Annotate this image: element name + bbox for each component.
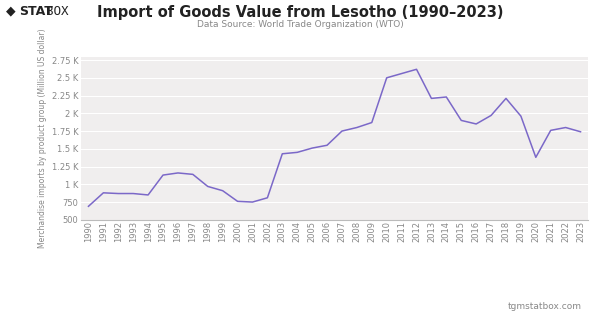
- Text: STAT: STAT: [19, 5, 53, 18]
- Y-axis label: Merchandise imports by product group (Million US dollar): Merchandise imports by product group (Mi…: [38, 28, 47, 248]
- Text: Data Source: World Trade Organization (WTO): Data Source: World Trade Organization (W…: [197, 20, 403, 30]
- Text: BOX: BOX: [46, 5, 68, 18]
- Text: tgmstatbox.com: tgmstatbox.com: [508, 302, 582, 311]
- Text: ◆: ◆: [6, 5, 16, 18]
- Text: Import of Goods Value from Lesotho (1990–2023): Import of Goods Value from Lesotho (1990…: [97, 5, 503, 20]
